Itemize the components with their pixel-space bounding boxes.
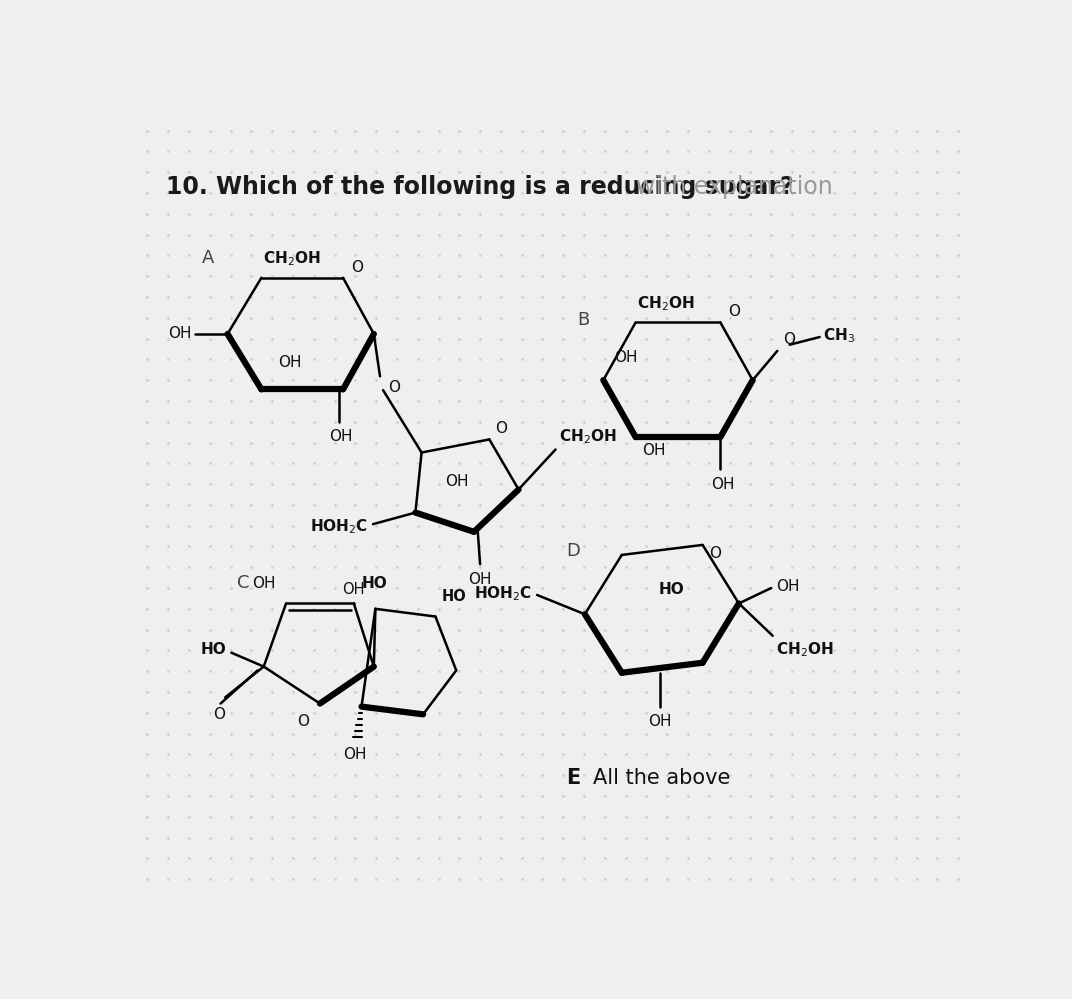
Text: HO: HO (658, 582, 685, 597)
Text: with explanation: with explanation (636, 175, 832, 200)
Text: O: O (213, 706, 225, 721)
Text: O: O (388, 381, 400, 396)
Text: A: A (202, 249, 213, 268)
Text: HOH$_2$C: HOH$_2$C (475, 584, 533, 602)
Text: B: B (577, 311, 590, 329)
Text: CH$_2$OH: CH$_2$OH (776, 640, 833, 659)
Text: OH: OH (252, 576, 276, 591)
Text: O: O (495, 421, 507, 436)
Text: O: O (351, 260, 362, 275)
Text: E: E (566, 768, 581, 788)
Text: C: C (237, 574, 250, 592)
Text: OH: OH (776, 579, 800, 594)
Text: HO: HO (361, 576, 387, 591)
Text: CH$_3$: CH$_3$ (822, 326, 854, 345)
Text: OH: OH (614, 350, 638, 365)
Text: CH$_2$OH: CH$_2$OH (637, 295, 695, 313)
Text: OH: OH (329, 430, 353, 445)
Text: O: O (297, 714, 309, 729)
Text: D: D (566, 541, 580, 559)
Text: OH: OH (279, 355, 302, 371)
Text: HO: HO (442, 589, 466, 604)
Text: CH$_2$OH: CH$_2$OH (263, 250, 321, 269)
Text: O: O (784, 332, 795, 347)
Text: OH: OH (344, 746, 367, 761)
Text: OH: OH (468, 571, 492, 586)
Text: All the above: All the above (593, 768, 730, 788)
Text: 10. Which of the following is a reducing sugar?: 10. Which of the following is a reducing… (166, 175, 793, 200)
Text: OH: OH (445, 475, 468, 490)
Text: OH: OH (711, 478, 734, 493)
Text: CH$_2$OH: CH$_2$OH (559, 428, 616, 447)
Text: OH: OH (168, 327, 192, 342)
Text: HOH$_2$C: HOH$_2$C (310, 517, 368, 535)
Text: OH: OH (642, 444, 666, 459)
Text: HO: HO (202, 642, 227, 657)
Text: O: O (728, 305, 740, 320)
Text: OH: OH (649, 714, 672, 729)
Text: O: O (709, 546, 720, 561)
Text: OH: OH (342, 581, 364, 596)
